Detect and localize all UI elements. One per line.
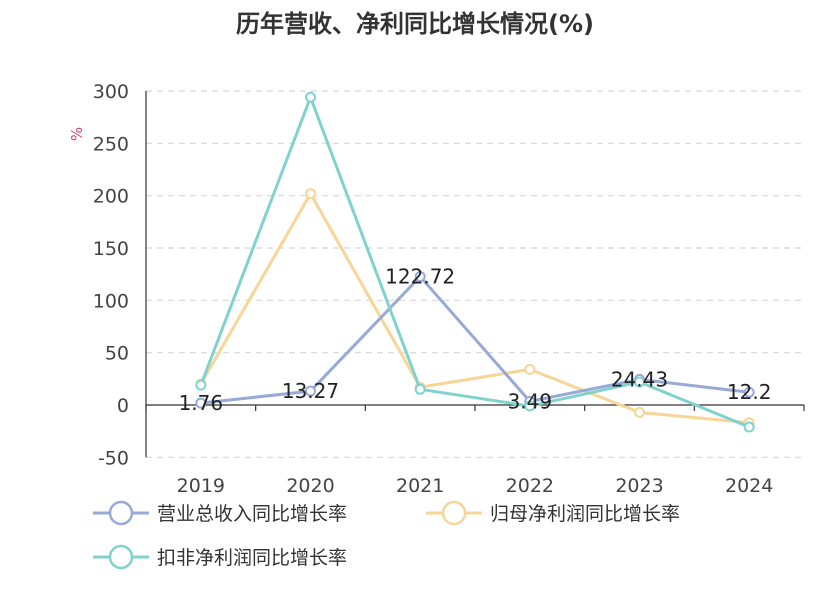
data-point[interactable] [305,91,316,103]
series-layer [195,91,755,433]
legend-label: 归母净利润同比增长率 [490,503,680,525]
series-line [199,192,750,425]
data-label: 122.72 [385,265,455,289]
legend-item[interactable]: 归母净利润同比增长率 [426,500,680,526]
data-point[interactable] [414,383,426,395]
data-point[interactable] [524,363,536,375]
data-label: 3.49 [508,389,553,413]
legend-label: 营业总收入同比增长率 [157,503,347,525]
legend-marker [108,544,134,570]
legend-item[interactable]: 扣非净利润同比增长率 [93,544,347,570]
y-tick-label: -50 [98,447,129,469]
y-axis-unit-label: % [68,127,86,141]
series-line [199,95,750,429]
data-point[interactable] [414,271,426,283]
axes: -50 0 50 100 150 200 250 300 2019 2020 2021 2022 202… [93,81,805,497]
y-tick-label: 0 [117,395,129,417]
data-point[interactable] [634,406,645,418]
x-tick-label: 2020 [286,475,334,497]
data-point[interactable] [305,385,316,397]
data-label: 1.76 [179,391,224,415]
data-point[interactable] [195,397,207,409]
data-point[interactable] [743,386,755,398]
data-point[interactable] [305,188,316,200]
x-tick-label: 2022 [506,475,554,497]
data-label: 13.27 [282,379,339,403]
data-point[interactable] [634,376,645,388]
legend-label: 扣非净利润同比增长率 [157,547,347,569]
x-tick-label: 2024 [725,475,773,497]
legend-marker [108,500,134,526]
legend-marker [441,500,467,526]
y-tick-label: 200 [93,186,129,208]
y-tick-label: 100 [93,290,129,312]
x-tick-label: 2019 [177,475,225,497]
chart-title: 历年营收、净利同比增长情况(%) [236,10,594,38]
y-tick-label: 150 [93,238,129,260]
legend-item[interactable]: 营业总收入同比增长率 [93,500,347,526]
data-label: 12.2 [727,380,772,404]
data-label: 24.43 [611,367,668,391]
y-tick-label: 50 [105,343,129,365]
y-tick-label: 300 [93,81,129,103]
data-point[interactable] [524,400,536,412]
data-labels: 1.76 13.27 122.72 3.49 24.43 12.2 [179,265,772,416]
y-tick-label: 250 [93,133,129,155]
data-point[interactable] [743,421,755,433]
x-tick-label: 2021 [396,475,444,497]
x-tick-label: 2023 [615,475,663,497]
data-point[interactable] [195,379,207,391]
series-line [200,275,750,405]
